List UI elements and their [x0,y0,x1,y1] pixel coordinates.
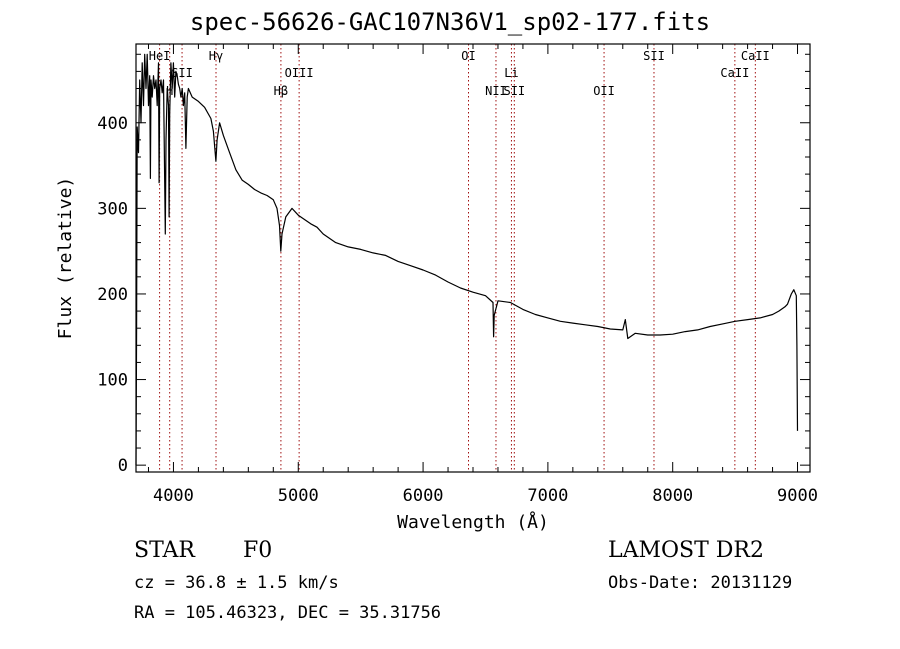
line-label-8: Li [504,66,518,80]
line-label-6: OI [461,49,475,63]
line-label-12: CaII [720,66,749,80]
x-tick-label: 5000 [278,486,319,506]
line-label-11: SII [643,49,665,63]
line-label-5: OIII [285,66,314,80]
line-label-4: Hβ [274,84,288,98]
spectral-class-label: F0 [243,538,273,563]
line-label-2: SII [171,66,193,80]
spectrum-line [135,53,799,466]
x-tick-label: 8000 [652,486,693,506]
x-tick-label: 6000 [403,486,444,506]
y-tick-label: 100 [97,371,128,391]
plot-frame [135,43,811,473]
y-tick-label: 400 [97,114,128,134]
chart-title: spec-56626-GAC107N36V1_sp02-177.fits [189,8,711,36]
y-tick-label: 200 [97,285,128,305]
survey-label: LAMOST DR2 [608,538,764,563]
line-label-7: NII [485,84,507,98]
obs-date-label: Obs-Date: 20131129 [608,573,793,593]
redshift-label: cz = 36.8 ± 1.5 km/s [134,573,339,593]
x-axis-label: Wavelength (Å) [397,511,549,533]
object-type-label: STAR [134,538,195,563]
coordinates-label: RA = 105.46323, DEC = 35.31756 [134,603,442,623]
y-tick-label: 0 [118,456,128,476]
line-label-9: SII [503,84,525,98]
y-axis-label: Flux (relative) [55,177,76,340]
line-label-10: OII [593,84,615,98]
line-label-13: CaII [741,49,770,63]
line-label-3: Hγ [209,49,223,63]
x-tick-label: 4000 [153,486,194,506]
x-tick-label: 9000 [777,486,818,506]
y-tick-label: 300 [97,199,128,219]
line-label-0: HeI [149,49,171,63]
x-tick-label: 7000 [527,486,568,506]
